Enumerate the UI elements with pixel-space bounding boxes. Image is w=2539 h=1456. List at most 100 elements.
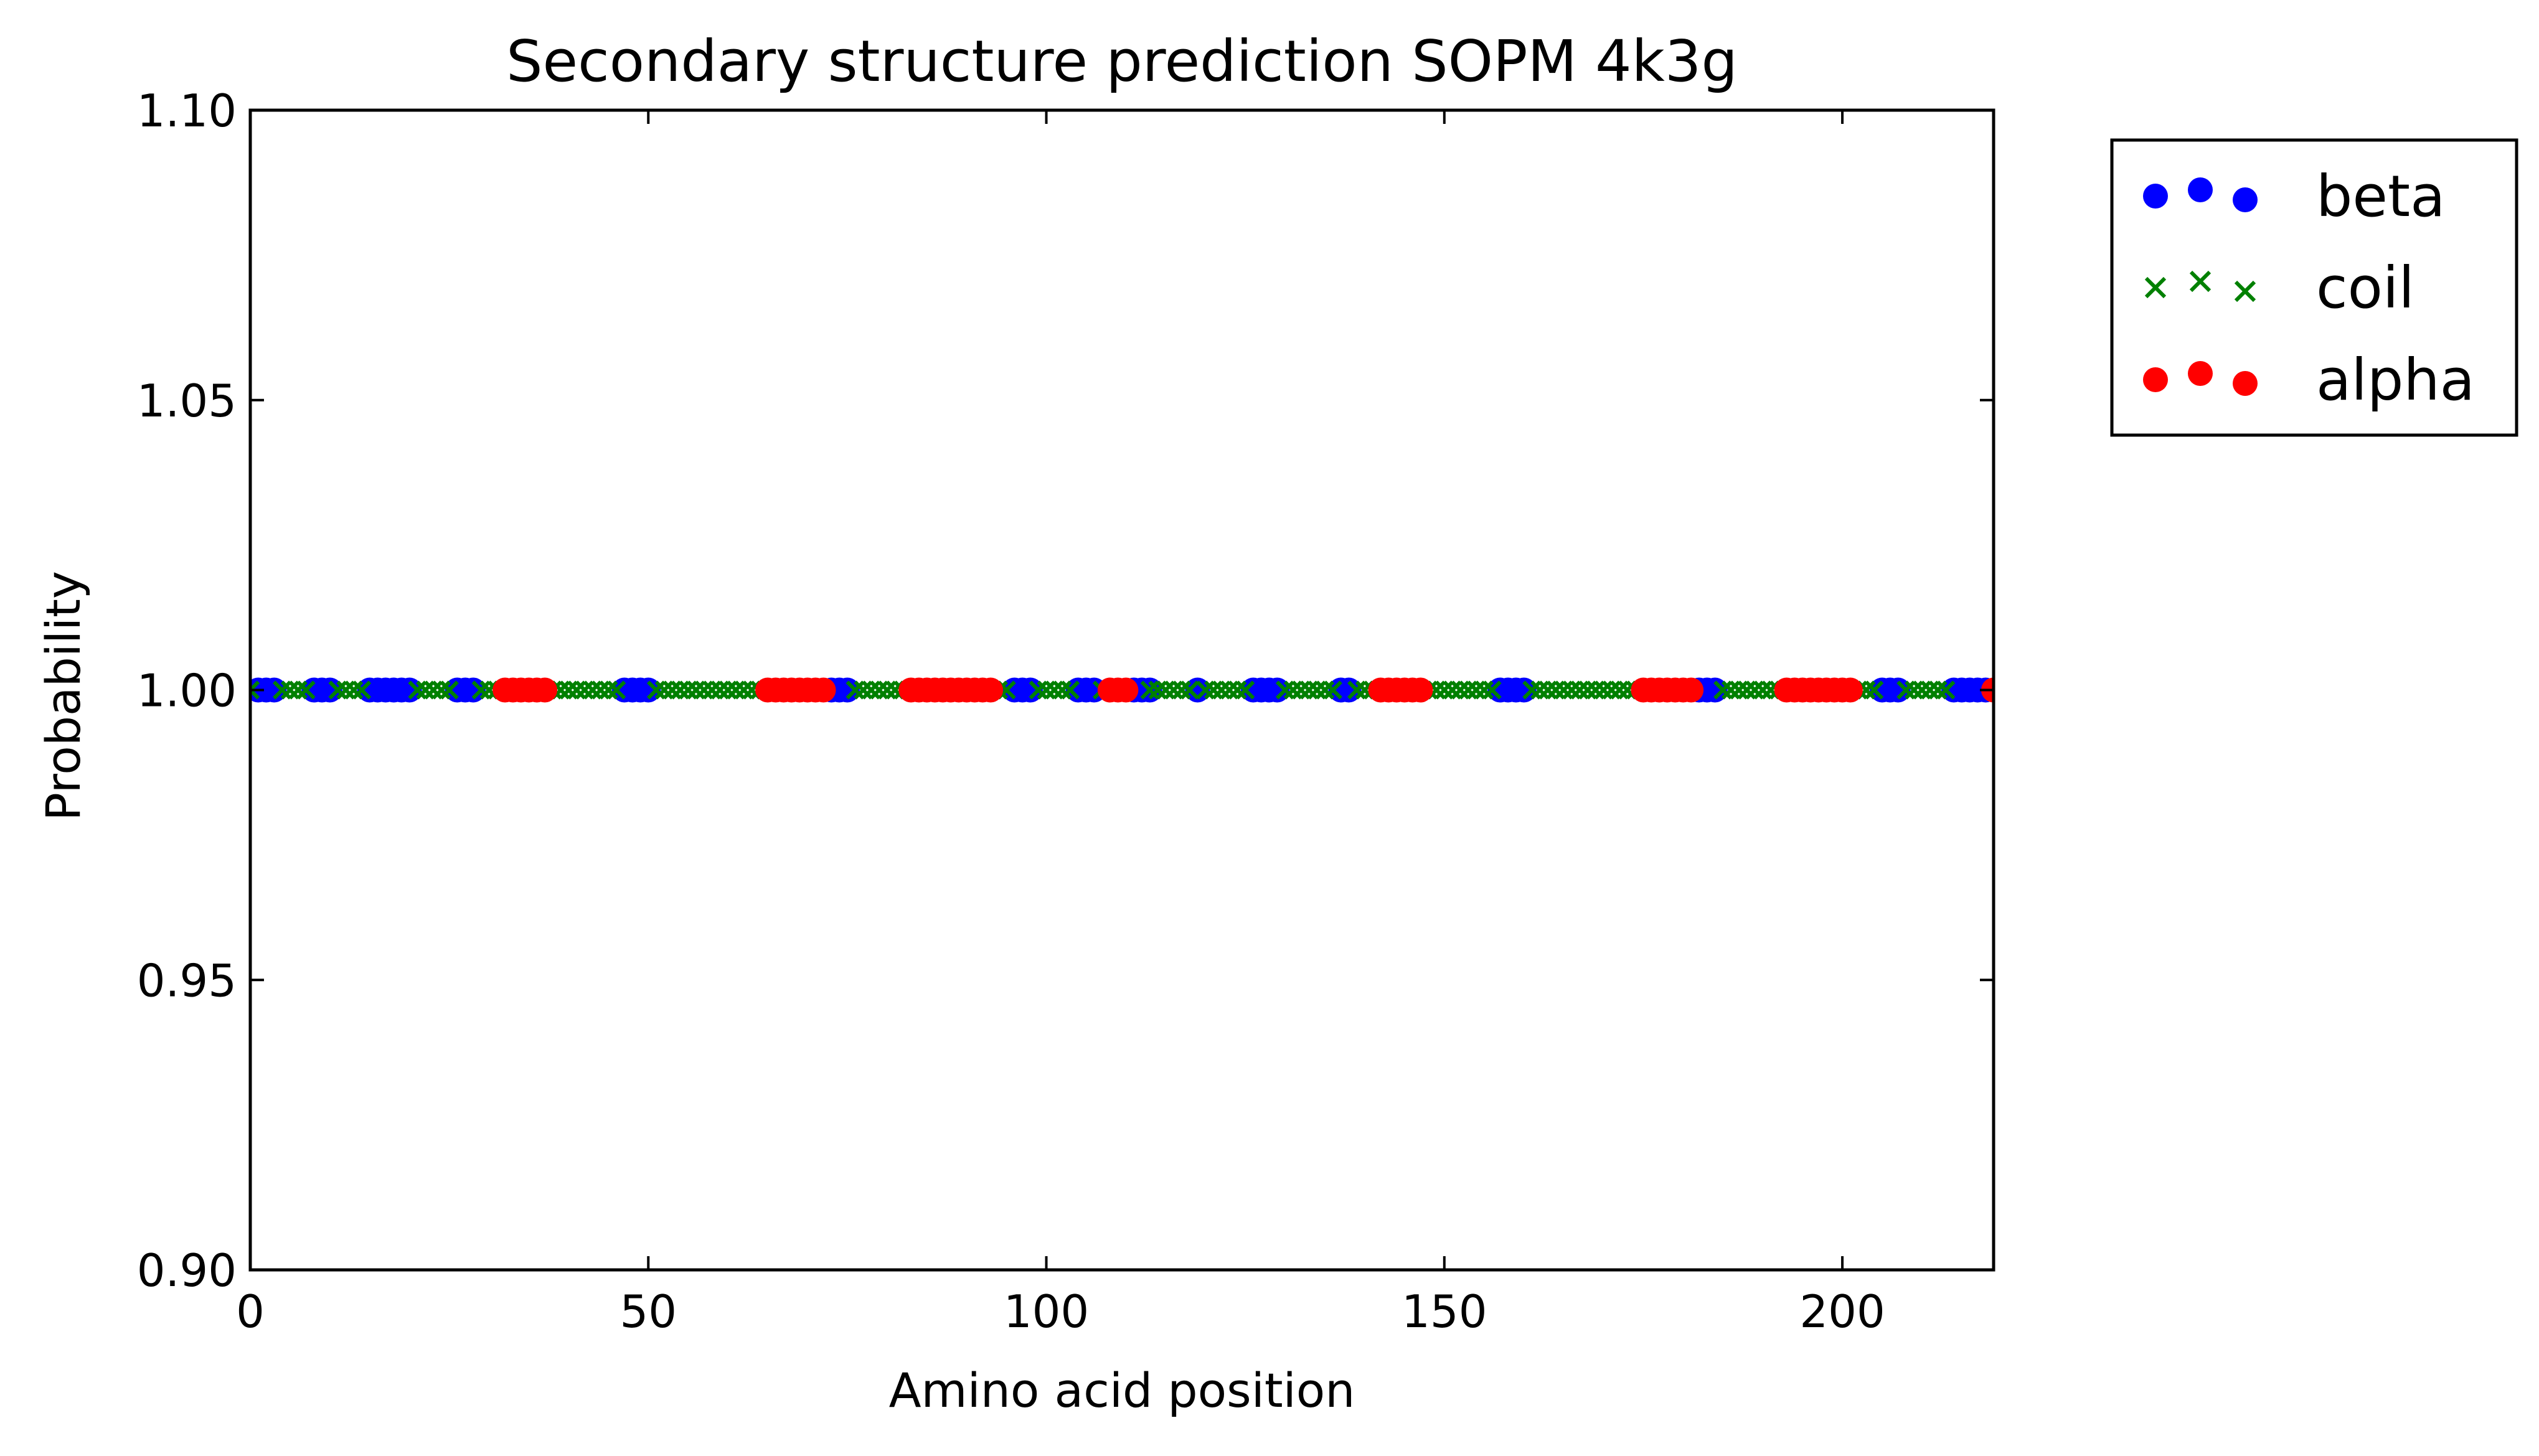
legend-marker-coil	[2234, 280, 2256, 303]
beta-point	[1885, 677, 1911, 703]
coil-point	[1745, 680, 1764, 700]
beta-point	[1185, 677, 1210, 703]
coil-point	[846, 680, 865, 700]
coil-point	[1172, 680, 1192, 700]
coil-point	[250, 680, 260, 700]
legend-marker-beta	[2188, 177, 2213, 202]
coil-point	[1275, 680, 1295, 700]
coil-point	[280, 680, 300, 700]
coil-point	[1459, 680, 1478, 700]
coil-point	[1936, 680, 1956, 700]
y-tick-label: 0.95	[137, 954, 237, 1007]
coil-point	[1037, 680, 1056, 700]
coil-point	[1729, 680, 1748, 700]
x-axis-title: Amino acid position	[889, 1363, 1355, 1418]
coil-point	[1530, 680, 1550, 700]
coil-point	[702, 680, 722, 700]
axis-ticks: 0 50 100 150 200 0.90 0.95 1.00 1.05 1.10	[137, 85, 1994, 1338]
coil-point	[1164, 680, 1184, 700]
coil-point	[1315, 680, 1335, 700]
coil-point	[1905, 680, 1924, 700]
coil-point	[1602, 680, 1621, 700]
beta-point	[1511, 677, 1537, 703]
beta-point	[1265, 677, 1290, 703]
coil-point	[408, 680, 427, 700]
coil-point	[567, 680, 586, 700]
coil-point	[607, 680, 626, 700]
y-tick-label: 1.00	[137, 665, 237, 717]
y-tick-label: 0.90	[137, 1244, 237, 1297]
x-tick-label: 200	[1799, 1285, 1885, 1338]
alpha-point	[1679, 677, 1704, 703]
coil-point	[1753, 680, 1773, 700]
x-tick-label: 50	[619, 1285, 677, 1338]
coil-point	[1052, 680, 1072, 700]
legend-marker-alpha	[2233, 371, 2258, 396]
legend-label-beta: beta	[2316, 163, 2445, 230]
coil-point	[1609, 680, 1629, 700]
coil-point	[1045, 680, 1064, 700]
coil-point	[352, 680, 372, 700]
series-beta	[250, 677, 1994, 703]
beta-point	[1017, 677, 1043, 703]
legend-marker-beta	[2143, 184, 2168, 209]
coil-point	[471, 680, 491, 700]
coil-point	[1148, 680, 1167, 700]
coil-point	[1538, 680, 1558, 700]
coil-point	[662, 680, 682, 700]
coil-point	[654, 680, 674, 700]
coil-point	[1180, 680, 1199, 700]
coil-point	[1482, 680, 1502, 700]
coil-point	[1443, 680, 1462, 700]
beta-point	[834, 677, 860, 703]
coil-point	[1029, 680, 1048, 700]
legend: beta coil alpha	[2110, 138, 2518, 437]
coil-point	[1578, 680, 1598, 700]
coil-point	[1721, 680, 1741, 700]
coil-point	[423, 680, 443, 700]
chart-title: Secondary structure prediction SOPM 4k3g	[506, 28, 1738, 95]
beta-point	[460, 677, 486, 703]
coil-point	[1283, 680, 1303, 700]
alpha-point	[1113, 677, 1139, 703]
alpha-point	[978, 677, 1004, 703]
coil-point	[583, 680, 602, 700]
coil-point	[679, 680, 698, 700]
coil-point	[440, 680, 459, 700]
coil-point	[296, 680, 316, 700]
coil-point	[1323, 680, 1342, 700]
coil-point	[336, 680, 356, 700]
coil-point	[1865, 680, 1884, 700]
legend-marker-beta	[2233, 187, 2258, 212]
coil-point	[1228, 680, 1247, 700]
coil-point	[344, 680, 364, 700]
alpha-point	[532, 677, 558, 703]
coil-point	[1212, 680, 1231, 700]
coil-point	[1896, 680, 1916, 700]
beta-point	[317, 677, 342, 703]
legend-label-alpha: alpha	[2316, 347, 2475, 413]
y-axis-title: Probability	[35, 571, 91, 821]
coil-point	[1713, 680, 1733, 700]
legend-entry-beta: beta	[2143, 163, 2445, 230]
coil-point	[1586, 680, 1605, 700]
legend-entry-coil: coil	[2144, 255, 2414, 321]
coil-point	[686, 680, 706, 700]
coil-point	[734, 680, 753, 700]
beta-point	[1702, 677, 1728, 703]
coil-point	[1060, 680, 1080, 700]
coil-point	[877, 680, 897, 700]
beta-point	[261, 677, 287, 703]
coil-point	[1434, 680, 1454, 700]
coil-point	[1156, 680, 1175, 700]
coil-point	[1347, 680, 1367, 700]
alpha-point	[811, 677, 836, 703]
coil-point	[1546, 680, 1565, 700]
coil-point	[1307, 680, 1327, 700]
coil-point	[1220, 680, 1239, 700]
plot-area	[250, 677, 1994, 703]
legend-label-coil: coil	[2316, 255, 2414, 321]
legend-frame	[2110, 138, 2518, 437]
coil-point	[1140, 680, 1159, 700]
alpha-point	[1837, 677, 1863, 703]
